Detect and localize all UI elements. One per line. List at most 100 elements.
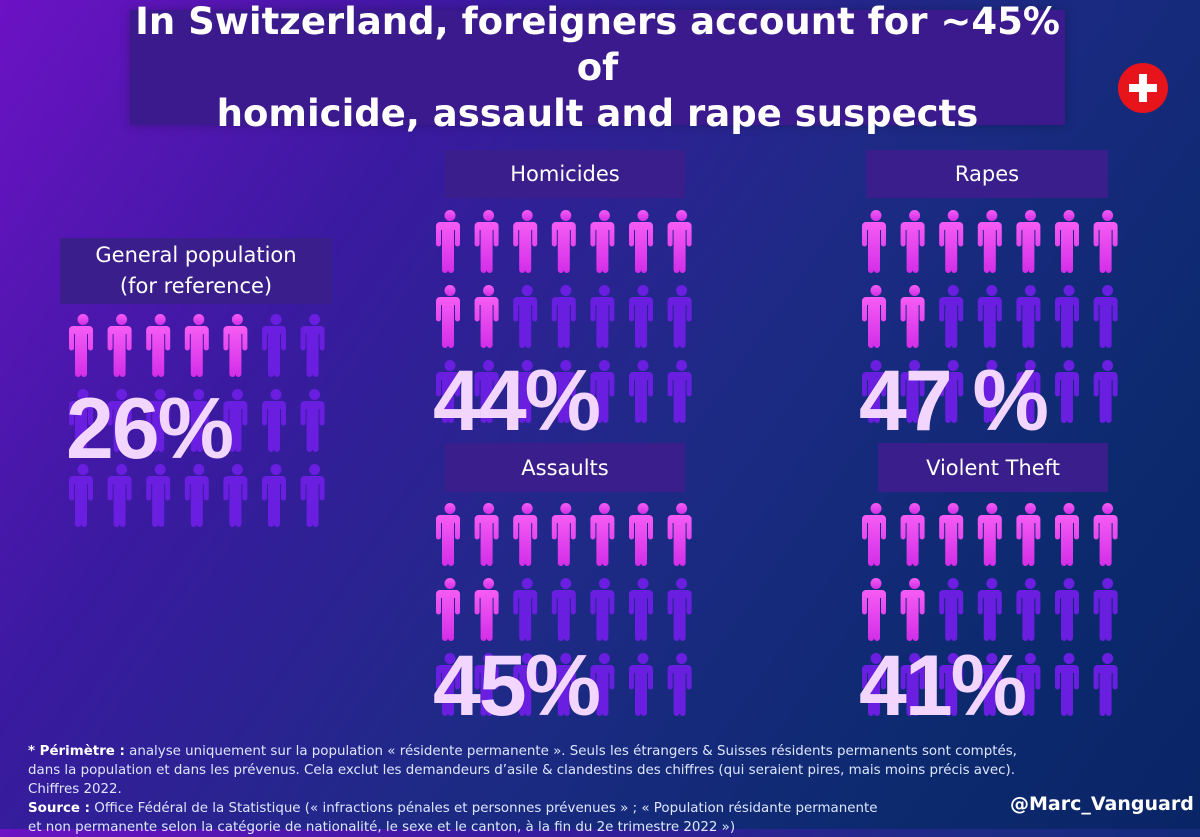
group-label-assaults: Assaults — [445, 443, 685, 492]
person-icon — [667, 360, 692, 423]
person-icon — [1093, 578, 1118, 641]
person-icon-highlighted — [107, 314, 132, 377]
person-icon — [1016, 578, 1041, 641]
person-icon-highlighted — [977, 503, 1002, 566]
person-icon — [977, 653, 1002, 716]
person-icon-highlighted — [513, 210, 538, 273]
person-icon-highlighted — [900, 285, 925, 348]
person-icon — [436, 653, 460, 716]
percent-assaults: 45% — [433, 638, 601, 734]
person-icon-highlighted — [551, 503, 576, 566]
person-icon — [513, 360, 538, 423]
person-icon — [300, 314, 325, 377]
group-label-violent-theft: Violent Theft — [878, 443, 1108, 492]
person-icon — [1055, 578, 1079, 641]
person-icon — [1055, 360, 1079, 423]
person-icon-highlighted — [1016, 210, 1041, 273]
person-icon-highlighted — [590, 503, 615, 566]
person-icon — [1093, 653, 1118, 716]
person-icon — [551, 653, 576, 716]
person-icon — [862, 653, 886, 716]
person-icon — [939, 653, 964, 716]
perimetre-label: * Périmètre : — [28, 744, 125, 759]
person-icon-highlighted — [862, 285, 886, 348]
person-icon — [1093, 360, 1118, 423]
person-icon-highlighted — [862, 578, 886, 641]
person-icon — [590, 285, 615, 348]
person-icon — [977, 360, 1002, 423]
person-icon — [900, 653, 925, 716]
person-icon — [667, 653, 692, 716]
person-icon-highlighted — [436, 503, 460, 566]
label-line: (for reference) — [119, 274, 273, 298]
person-icon — [629, 653, 653, 716]
footnote: * Périmètre : analyse uniquement sur la … — [28, 742, 1028, 837]
person-icon-highlighted — [146, 314, 171, 377]
person-icon — [1055, 285, 1079, 348]
person-icon — [262, 314, 286, 377]
person-icon-highlighted — [900, 578, 925, 641]
pictograph-homicides — [436, 210, 692, 423]
percent-rapes: 47 % — [859, 353, 1049, 449]
person-icon — [300, 389, 325, 452]
pictograph-general — [69, 314, 325, 527]
person-icon-highlighted — [1093, 210, 1118, 273]
person-icon — [146, 389, 171, 452]
person-icon — [300, 464, 325, 527]
group-label-homicides: Homicides — [445, 150, 685, 198]
person-icon — [69, 389, 93, 452]
person-icon — [590, 360, 615, 423]
person-icon-highlighted — [1055, 503, 1079, 566]
person-icon-highlighted — [184, 314, 209, 377]
group-label-rapes: Rapes — [866, 150, 1108, 198]
person-icon — [667, 578, 692, 641]
person-icon — [513, 578, 538, 641]
person-icon — [513, 285, 538, 348]
person-icon-highlighted — [862, 210, 886, 273]
label-line: General population — [95, 243, 297, 267]
source-label: Source : — [28, 801, 91, 816]
person-icon — [1016, 360, 1041, 423]
person-icon — [939, 578, 964, 641]
person-icon — [977, 578, 1002, 641]
person-icon — [939, 360, 964, 423]
person-icon-highlighted — [474, 210, 499, 273]
person-icon-highlighted — [629, 503, 653, 566]
person-icon — [862, 360, 886, 423]
person-icon — [474, 360, 499, 423]
person-icon-highlighted — [69, 314, 93, 377]
person-icon — [146, 464, 171, 527]
page-title: In Switzerland, foreigners account for ~… — [130, 0, 1065, 135]
pictograph-assaults — [436, 503, 692, 716]
person-icon — [590, 578, 615, 641]
person-icon-highlighted — [1093, 503, 1118, 566]
person-icon-highlighted — [667, 503, 692, 566]
person-icon — [223, 389, 248, 452]
person-icon-highlighted — [939, 210, 964, 273]
title-line: In Switzerland, foreigners account for ~… — [135, 0, 1060, 89]
person-icon-highlighted — [474, 578, 499, 641]
percent-general: 26% — [66, 381, 234, 477]
percent-violent-theft: 41% — [859, 638, 1027, 734]
person-icon-highlighted — [667, 210, 692, 273]
person-icon — [1016, 285, 1041, 348]
person-icon — [939, 285, 964, 348]
person-icon-highlighted — [939, 503, 964, 566]
person-icon — [551, 360, 576, 423]
person-icon-highlighted — [862, 503, 886, 566]
person-icon-highlighted — [474, 285, 499, 348]
person-icon — [262, 464, 286, 527]
title-line: homicide, assault and rape suspects — [216, 91, 979, 135]
person-icon-highlighted — [977, 210, 1002, 273]
person-icon-highlighted — [1055, 210, 1079, 273]
person-icon — [629, 285, 653, 348]
person-icon — [1055, 653, 1079, 716]
person-icon-highlighted — [900, 503, 925, 566]
author-handle: @Marc_Vanguard — [1010, 793, 1194, 815]
person-icon — [1016, 653, 1041, 716]
pictograph-violent-theft — [862, 503, 1118, 716]
person-icon — [513, 653, 538, 716]
person-icon — [436, 360, 460, 423]
person-icon-highlighted — [629, 210, 653, 273]
person-icon — [107, 389, 132, 452]
